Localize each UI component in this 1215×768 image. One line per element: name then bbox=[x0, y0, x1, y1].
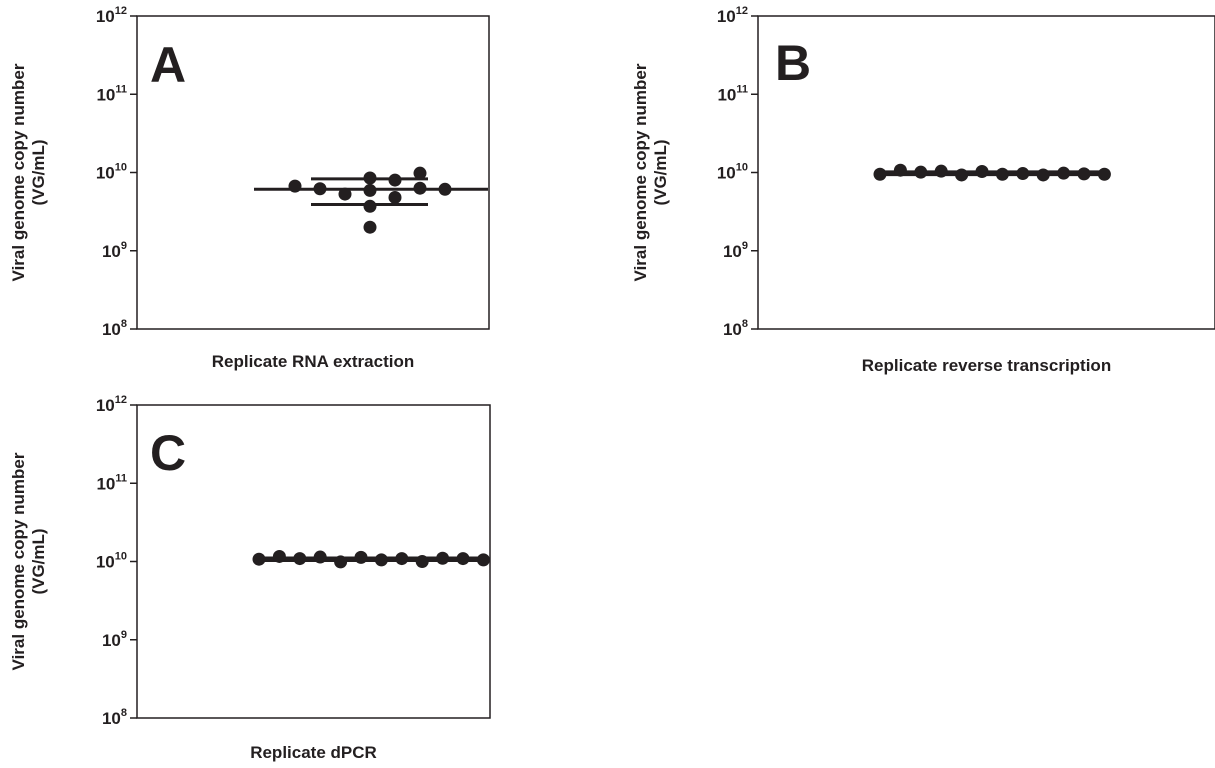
y-tick-label: 1010 bbox=[96, 551, 127, 572]
data-point bbox=[334, 555, 348, 569]
data-point bbox=[1097, 167, 1111, 181]
data-point bbox=[476, 553, 490, 567]
plot-frame bbox=[136, 15, 490, 330]
y-tick-label: 1011 bbox=[96, 83, 127, 104]
data-point bbox=[436, 551, 450, 565]
panel-letter: C bbox=[150, 425, 186, 481]
y-tick-label: 1010 bbox=[717, 162, 748, 183]
y-axis-title: Viral genome copy number(VG/mL) bbox=[631, 63, 670, 281]
data-point bbox=[456, 552, 470, 566]
data-point bbox=[363, 220, 377, 234]
panel-letter: A bbox=[150, 37, 186, 93]
y-tick-label: 1011 bbox=[96, 472, 127, 493]
y-axis-title: Viral genome copy number(VG/mL) bbox=[9, 63, 48, 281]
data-point bbox=[354, 550, 368, 564]
y-tick-label: 108 bbox=[102, 707, 127, 728]
data-point bbox=[388, 173, 402, 187]
data-point bbox=[1077, 167, 1091, 181]
chart-panel-b: 108 109 1010 1011 1012 B Replicate reverse tra… bbox=[631, 5, 1215, 375]
data-point bbox=[313, 550, 327, 564]
x-axis-title: Replicate RNA extraction bbox=[212, 352, 414, 371]
data-point bbox=[873, 167, 887, 181]
data-point bbox=[388, 190, 402, 204]
data-point bbox=[363, 199, 377, 213]
x-axis-title: Replicate reverse transcription bbox=[862, 356, 1111, 375]
data-point bbox=[995, 167, 1009, 181]
y-axis-title: Viral genome copy number(VG/mL) bbox=[9, 452, 48, 670]
data-point bbox=[975, 164, 989, 178]
data-point bbox=[438, 182, 452, 196]
data-point bbox=[395, 552, 409, 566]
y-tick-label: 109 bbox=[102, 240, 127, 261]
y-tick-label: 1010 bbox=[96, 162, 127, 183]
data-point bbox=[1057, 166, 1071, 180]
data-point bbox=[374, 553, 388, 567]
y-tick-label: 108 bbox=[102, 318, 127, 339]
data-point bbox=[338, 187, 352, 201]
data-point bbox=[363, 183, 377, 197]
data-point bbox=[934, 164, 948, 178]
y-tick-label: 1011 bbox=[717, 83, 748, 104]
data-point bbox=[293, 552, 307, 566]
data-point bbox=[313, 182, 327, 196]
data-point bbox=[252, 552, 266, 566]
data-point bbox=[272, 549, 286, 563]
data-point bbox=[1036, 168, 1050, 182]
y-tick-label: 1012 bbox=[717, 5, 748, 26]
data-point bbox=[1016, 167, 1030, 181]
panel-letter: B bbox=[775, 35, 811, 91]
y-tick-label: 1012 bbox=[96, 5, 127, 26]
data-point bbox=[415, 555, 429, 568]
data-point bbox=[893, 163, 907, 177]
data-point bbox=[413, 166, 427, 180]
data-point bbox=[363, 171, 377, 185]
data-point bbox=[955, 168, 969, 182]
y-tick-label: 109 bbox=[102, 629, 127, 650]
chart-panel-c: 108 109 1010 1011 1012 C Replicate dPCR Viral g… bbox=[9, 394, 491, 762]
x-axis-title: Replicate dPCR bbox=[250, 743, 377, 762]
chart-panel-a: 108 109 1010 1011 1012 A Replicate RNA extract… bbox=[9, 5, 490, 371]
data-point bbox=[914, 165, 928, 179]
data-point bbox=[288, 179, 302, 193]
data-point bbox=[413, 181, 427, 195]
y-tick-label: 108 bbox=[723, 318, 748, 339]
y-tick-label: 109 bbox=[723, 240, 748, 261]
y-tick-label: 1012 bbox=[96, 394, 127, 415]
